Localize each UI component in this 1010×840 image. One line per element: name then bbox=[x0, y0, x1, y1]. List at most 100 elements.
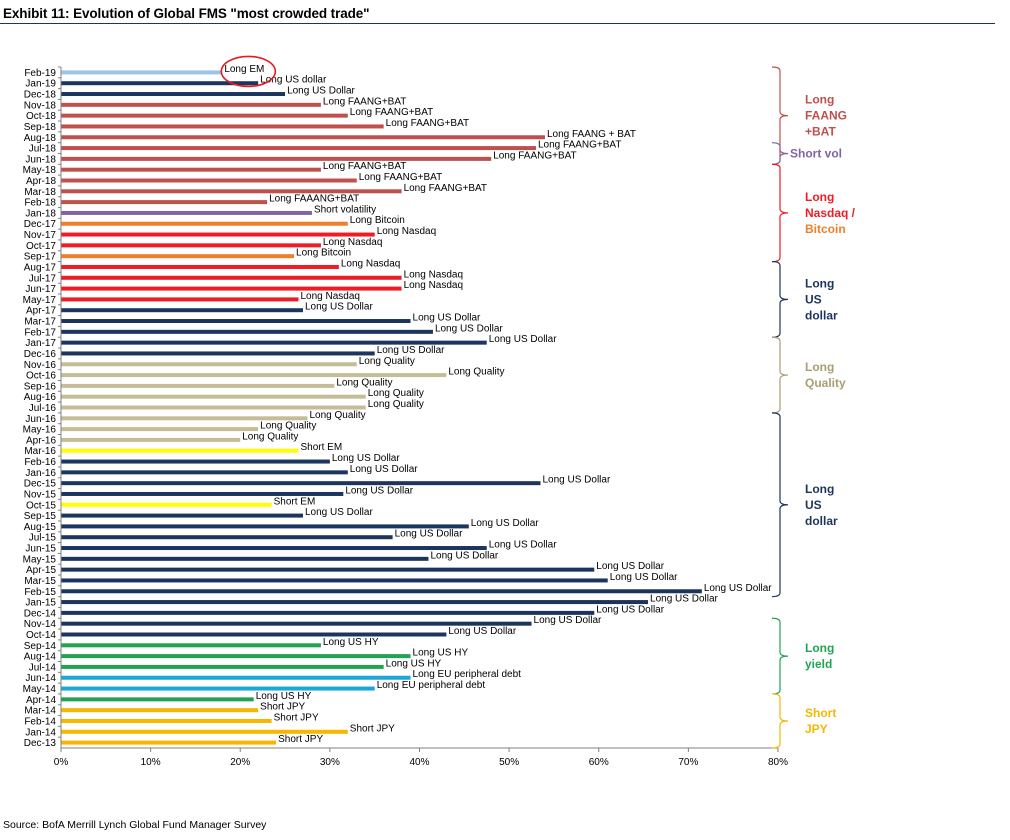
group-label: Long bbox=[805, 93, 834, 107]
source-note: Source: BofA Merrill Lynch Global Fund M… bbox=[3, 819, 267, 831]
bar bbox=[61, 481, 541, 486]
title-divider bbox=[0, 23, 995, 24]
bar-label: Long Nasdaq bbox=[404, 280, 464, 291]
bar-label: Long FAANG+BAT bbox=[538, 140, 621, 151]
category-tick-label: Oct-14 bbox=[26, 630, 56, 641]
bar bbox=[61, 351, 375, 356]
category-tick-label: Jul-14 bbox=[29, 662, 57, 673]
bar bbox=[61, 535, 393, 540]
bar bbox=[61, 135, 545, 140]
bar bbox=[61, 643, 321, 648]
bar bbox=[61, 524, 469, 529]
bar bbox=[61, 502, 272, 507]
category-tick-label: Mar-18 bbox=[24, 187, 56, 198]
bar bbox=[61, 491, 344, 496]
bar-label: Long US Dollar bbox=[610, 572, 678, 583]
bar bbox=[61, 286, 402, 291]
group-bracket bbox=[771, 336, 789, 414]
category-tick-label: Jun-17 bbox=[25, 284, 56, 295]
bar-label: Long Quality bbox=[336, 377, 392, 388]
bar-label: Long US Dollar bbox=[345, 485, 413, 496]
group-bracket bbox=[771, 142, 789, 165]
category-tick-label: Jan-19 bbox=[25, 79, 56, 90]
bar bbox=[61, 102, 321, 107]
category-tick-label: Aug-15 bbox=[24, 522, 57, 533]
bar-label: Long FAANG+BAT bbox=[359, 172, 442, 183]
category-tick-label: Nov-18 bbox=[24, 100, 57, 111]
bar-label: Long FAANG+BAT bbox=[493, 150, 576, 161]
category-tick-label: Feb-15 bbox=[24, 587, 56, 598]
bar bbox=[61, 718, 272, 723]
bar bbox=[61, 567, 595, 572]
category-tick-label: Jun-18 bbox=[25, 154, 56, 165]
bar bbox=[61, 394, 366, 399]
bar-label: Long US Dollar bbox=[305, 507, 373, 518]
category-tick-label: Oct-16 bbox=[26, 371, 56, 382]
bar-label: Long US Dollar bbox=[377, 345, 445, 356]
category-tick-label: Nov-14 bbox=[24, 619, 57, 630]
bar-label: Long Nasdaq bbox=[404, 269, 464, 280]
category-tick-label: Sep-17 bbox=[24, 252, 57, 263]
category-tick-label: Sep-16 bbox=[24, 381, 57, 392]
bar bbox=[61, 589, 702, 594]
x-tick-label: 60% bbox=[589, 757, 609, 768]
bar-label: Long US Dollar bbox=[534, 615, 602, 626]
bar-label: Long Quality bbox=[359, 356, 415, 367]
bar bbox=[61, 697, 254, 702]
bar bbox=[61, 654, 411, 659]
category-tick-label: Mar-17 bbox=[24, 317, 56, 328]
bar bbox=[61, 308, 303, 313]
bar-label: Long US Dollar bbox=[489, 540, 557, 551]
group-label: Long bbox=[805, 276, 834, 290]
group-label: dollar bbox=[805, 308, 838, 322]
bar bbox=[61, 221, 348, 226]
category-tick-label: May-15 bbox=[23, 554, 57, 565]
bar-label: Long US Dollar bbox=[435, 323, 503, 334]
bar-label: Long Nasdaq bbox=[301, 291, 361, 302]
category-tick-label: Jan-15 bbox=[25, 598, 56, 609]
group-bracket bbox=[771, 693, 789, 749]
group-label: Long bbox=[805, 641, 834, 655]
category-tick-label: Apr-14 bbox=[26, 695, 56, 706]
bar-label: Long EM bbox=[224, 64, 264, 75]
x-tick-label: 50% bbox=[499, 757, 519, 768]
group-label: Short vol bbox=[790, 146, 842, 160]
bar bbox=[61, 340, 487, 345]
category-tick-label: May-14 bbox=[23, 684, 57, 695]
bar-label: Long US dollar bbox=[260, 75, 327, 86]
bar-label: Long Quality bbox=[368, 399, 424, 410]
bar-label: Long US Dollar bbox=[430, 550, 498, 561]
category-tick-label: Nov-15 bbox=[24, 489, 57, 500]
group-bracket bbox=[771, 163, 789, 263]
bar-label: Long US Dollar bbox=[332, 453, 400, 464]
chart-title: Exhibit 11: Evolution of Global FMS "mos… bbox=[3, 6, 370, 21]
group-label: Long bbox=[805, 360, 834, 374]
category-tick-label: Jul-16 bbox=[29, 403, 57, 414]
bar bbox=[61, 708, 259, 713]
category-tick-label: Jul-18 bbox=[29, 144, 57, 155]
bar bbox=[61, 329, 433, 334]
bar-label: Long EU peripheral debt bbox=[377, 680, 486, 691]
bar bbox=[61, 70, 223, 75]
bar-label: Short JPY bbox=[260, 702, 305, 713]
bar-label: Long FAANG + BAT bbox=[547, 129, 636, 140]
bar-label: Long US Dollar bbox=[704, 583, 772, 594]
bar bbox=[61, 373, 447, 378]
bar-label: Long FAANG+BAT bbox=[386, 118, 469, 129]
category-tick-label: Aug-17 bbox=[24, 262, 57, 273]
group-label: US bbox=[805, 498, 822, 512]
bar-label: Long Nasdaq bbox=[323, 237, 383, 248]
category-tick-label: Apr-16 bbox=[26, 435, 56, 446]
x-tick-label: 0% bbox=[54, 757, 69, 768]
bar bbox=[61, 210, 312, 215]
bar bbox=[61, 513, 303, 518]
bar bbox=[61, 459, 330, 464]
bar-label: Short volatility bbox=[314, 204, 376, 215]
bar bbox=[61, 740, 277, 745]
bar-label: Long Bitcoin bbox=[350, 215, 405, 226]
category-tick-label: Dec-16 bbox=[24, 349, 57, 360]
bar bbox=[61, 200, 268, 205]
group-label: Short bbox=[805, 706, 836, 720]
bar-label: Long US HY bbox=[323, 637, 379, 648]
